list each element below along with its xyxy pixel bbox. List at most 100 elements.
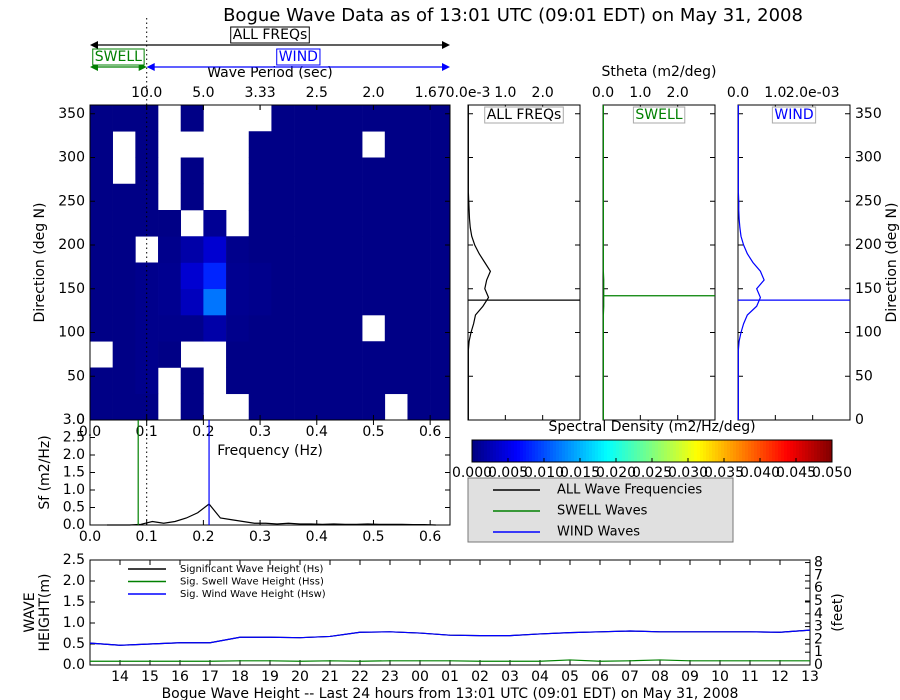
x-tick-label: 0.5 bbox=[362, 424, 384, 440]
x-tick-label: 03 bbox=[501, 669, 519, 685]
heat-cell bbox=[248, 183, 272, 211]
heat-cell bbox=[384, 157, 408, 185]
y-tick-label: 2.5 bbox=[63, 552, 85, 568]
heat-cell bbox=[316, 236, 340, 263]
heat-cell bbox=[135, 210, 159, 237]
y2-tick-label: 3 bbox=[814, 619, 823, 635]
heat-cell bbox=[158, 236, 182, 263]
heat-cell bbox=[294, 157, 318, 185]
colorbar-step bbox=[577, 440, 581, 462]
heat-cell bbox=[248, 131, 272, 158]
heat-cell bbox=[339, 393, 363, 420]
x-tick-label: 0.3 bbox=[249, 529, 271, 545]
heat-cell bbox=[90, 288, 113, 316]
x-tick-label: 10.0 bbox=[131, 85, 162, 101]
colorbar-step bbox=[586, 440, 590, 462]
heat-cell bbox=[384, 341, 408, 368]
y-tick-label: 1.0 bbox=[63, 615, 85, 631]
colorbar-tick-label: 0.015 bbox=[560, 465, 600, 481]
colorbar-step bbox=[694, 440, 698, 462]
heat-cell bbox=[135, 393, 159, 420]
x-axis-label: Frequency (Hz) bbox=[217, 443, 323, 459]
label-box bbox=[276, 48, 321, 66]
y-tick-label: 150 bbox=[855, 281, 882, 297]
heat-cell bbox=[384, 210, 408, 237]
colorbar-step bbox=[493, 440, 497, 462]
heat-cell bbox=[407, 393, 431, 420]
colorbar-step bbox=[697, 440, 701, 462]
colorbar-tick-label: 0.005 bbox=[488, 465, 528, 481]
colorbar-step bbox=[526, 440, 530, 462]
heat-cell bbox=[248, 315, 272, 342]
y-tick-label: 200 bbox=[855, 237, 882, 253]
colorbar-step bbox=[808, 440, 812, 462]
colorbar-step bbox=[505, 440, 509, 462]
colorbar-step bbox=[643, 440, 647, 462]
colorbar-step bbox=[484, 440, 488, 462]
colorbar-step bbox=[565, 440, 569, 462]
colorbar-step bbox=[706, 440, 710, 462]
colorbar-step bbox=[607, 440, 611, 462]
x-tick-label: 1.0 bbox=[764, 85, 786, 101]
colorbar-step bbox=[811, 440, 815, 462]
x-tick-label: 10 bbox=[711, 669, 729, 685]
heat-cell bbox=[430, 288, 450, 316]
y-tick-label: 0 bbox=[855, 412, 864, 428]
colorbar-step bbox=[637, 440, 641, 462]
heat-cell bbox=[316, 315, 340, 342]
colorbar-step bbox=[823, 440, 827, 462]
heat-cell bbox=[271, 236, 295, 263]
x-axis-label: Stheta (m2/deg) bbox=[602, 64, 717, 80]
x-tick-label: 15 bbox=[141, 669, 159, 685]
heat-cell bbox=[226, 288, 250, 316]
heat-cell bbox=[430, 262, 450, 290]
colorbar-step bbox=[685, 440, 689, 462]
heat-cell bbox=[90, 367, 113, 395]
x-tick-label: 0.6 bbox=[419, 424, 441, 440]
x-tick-label: 0.2 bbox=[192, 529, 214, 545]
colorbar-step bbox=[640, 440, 644, 462]
heat-cell bbox=[407, 262, 431, 290]
y2-tick-label: 5 bbox=[814, 593, 823, 609]
heat-cell bbox=[362, 236, 386, 263]
heat-cell bbox=[384, 183, 408, 211]
colorbar-step bbox=[481, 440, 485, 462]
x-tick-label: 2.0 bbox=[362, 85, 384, 101]
colorbar-step bbox=[784, 440, 788, 462]
colorbar-step bbox=[760, 440, 764, 462]
heat-cell bbox=[248, 393, 272, 420]
heat-cell bbox=[112, 315, 136, 342]
heat-cell bbox=[407, 236, 431, 263]
colorbar-step bbox=[793, 440, 797, 462]
colorbar-step bbox=[712, 440, 716, 462]
label-box bbox=[484, 106, 564, 124]
heat-cell bbox=[271, 393, 295, 420]
colorbar-step bbox=[598, 440, 602, 462]
y2-tick-label: 7 bbox=[814, 567, 823, 583]
heat-cell bbox=[362, 105, 386, 132]
colorbar-step bbox=[715, 440, 719, 462]
colorbar-step bbox=[682, 440, 686, 462]
y2-tick-label: 4 bbox=[814, 606, 823, 622]
colorbar-step bbox=[529, 440, 533, 462]
x-tick-label: 2.5 bbox=[306, 85, 328, 101]
colorbar-step bbox=[796, 440, 800, 462]
heat-cell bbox=[339, 262, 363, 290]
colorbar-step bbox=[658, 440, 662, 462]
x-tick-label: 08 bbox=[651, 669, 669, 685]
heat-cell bbox=[271, 367, 295, 395]
colorbar-step bbox=[703, 440, 707, 462]
heat-cell bbox=[316, 210, 340, 237]
colorbar-step bbox=[574, 440, 578, 462]
heat-cell bbox=[203, 262, 227, 290]
heat-cell bbox=[248, 288, 272, 316]
colorbar-step bbox=[670, 440, 674, 462]
heat-cell bbox=[112, 341, 136, 368]
heat-cell bbox=[384, 367, 408, 395]
x-tick-label: 5.0 bbox=[192, 85, 214, 101]
heat-cell bbox=[384, 262, 408, 290]
y-tick-label: 3.0 bbox=[63, 412, 85, 428]
heat-cell bbox=[135, 183, 159, 211]
heat-cell bbox=[407, 183, 431, 211]
